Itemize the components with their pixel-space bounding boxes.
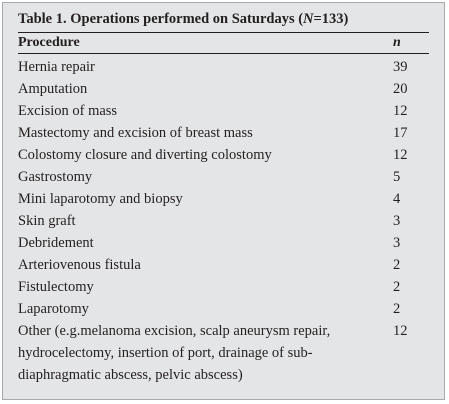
table-body: Hernia repair 39 Amputation 20 Excision of m…	[18, 56, 428, 386]
procedure-cell: Excision of mass	[18, 103, 118, 119]
table-row: Debridement 3	[18, 232, 428, 254]
table-row: Fistulectomy 2	[18, 276, 428, 298]
count-cell: 5	[393, 169, 401, 185]
top-rule	[18, 32, 429, 33]
title-text: Table 1. Operations performed on Saturda…	[18, 11, 304, 27]
procedure-cell: Hernia repair	[18, 59, 95, 75]
count-cell: 12	[393, 323, 408, 339]
procedure-cell: Gastrostomy	[18, 169, 93, 185]
table-row: Other (e.g.melanoma excision, scalp aneu…	[18, 320, 428, 386]
table-row: Hernia repair 39	[18, 56, 428, 78]
count-cell: 39	[393, 59, 408, 75]
header-cell: n	[393, 35, 401, 50]
header-cell: Procedure	[18, 35, 80, 50]
procedure-cell: Mastectomy and excision of breast mass	[18, 125, 253, 141]
table-title: Table 1. Operations performed on Saturda…	[18, 11, 348, 28]
title-text: N	[303, 11, 314, 27]
table-row: Excision of mass 12	[18, 100, 428, 122]
table-row: Amputation 20	[18, 78, 428, 100]
count-cell: 17	[393, 125, 408, 141]
count-cell: 3	[393, 213, 401, 229]
procedure-cell: Colostomy closure and diverting colostom…	[18, 147, 272, 163]
table-row: Laparotomy 2	[18, 298, 428, 320]
header-rule	[18, 53, 429, 54]
procedure-cell: Skin graft	[18, 213, 76, 229]
procedure-cell: Laparotomy	[18, 301, 89, 317]
table-row: Mastectomy and excision of breast mass 17	[18, 122, 428, 144]
procedure-cell: Arteriovenous fistula	[18, 257, 141, 273]
count-cell: 20	[393, 81, 408, 97]
title-text: =133)	[313, 11, 349, 27]
count-cell: 4	[393, 191, 401, 207]
procedure-cell: Other (e.g.melanoma excision, scalp aneu…	[18, 323, 331, 383]
header-row: Procedure n	[18, 35, 428, 51]
procedure-cell: Amputation	[18, 81, 88, 97]
table-row: Mini laparotomy and biopsy 4	[18, 188, 428, 210]
procedure-cell: Mini laparotomy and biopsy	[18, 191, 183, 207]
count-cell: 12	[393, 103, 408, 119]
count-cell: 2	[393, 257, 401, 273]
table-panel: Table 1. Operations performed on Saturda…	[2, 2, 445, 400]
count-cell: 3	[393, 235, 401, 251]
table-row: Colostomy closure and diverting colostom…	[18, 144, 428, 166]
count-cell: 12	[393, 147, 408, 163]
count-cell: 2	[393, 279, 401, 295]
procedure-cell: Debridement	[18, 235, 94, 251]
count-cell: 2	[393, 301, 401, 317]
table-row: Skin graft 3	[18, 210, 428, 232]
table-row: Gastrostomy 5	[18, 166, 428, 188]
table-row: Arteriovenous fistula 2	[18, 254, 428, 276]
procedure-cell: Fistulectomy	[18, 279, 94, 295]
